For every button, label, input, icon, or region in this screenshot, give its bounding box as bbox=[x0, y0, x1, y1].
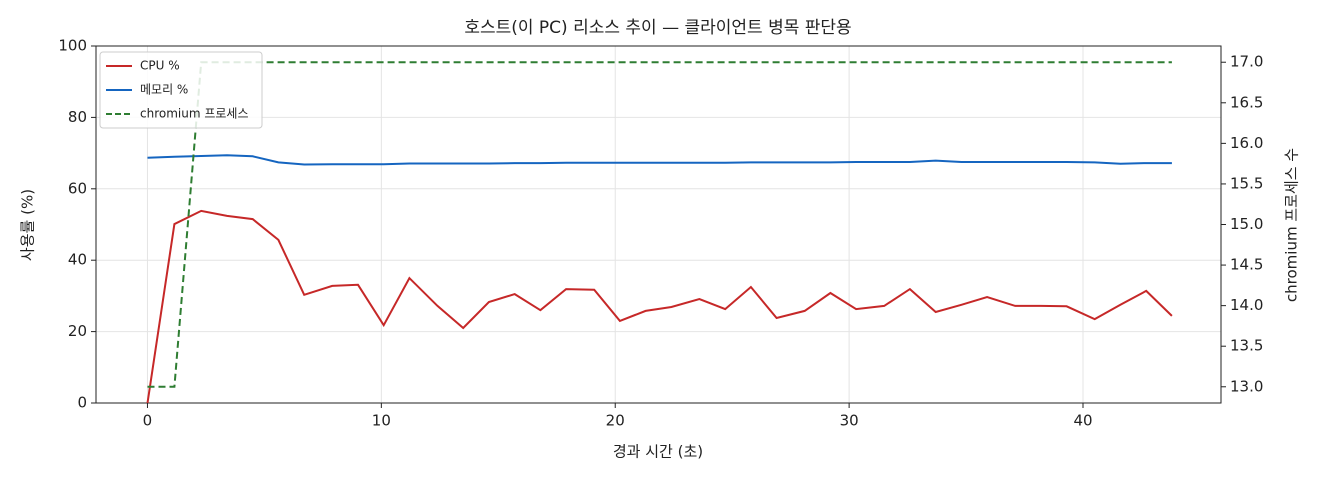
y2-tick-label: 16.5 bbox=[1230, 93, 1263, 111]
y2-tick-label: 14.5 bbox=[1230, 256, 1263, 274]
y2-tick-label: 17.0 bbox=[1230, 53, 1263, 71]
y-tick-label: 80 bbox=[68, 108, 87, 126]
y2-tick-label: 16.0 bbox=[1230, 134, 1263, 152]
y2-tick-label: 13.5 bbox=[1230, 337, 1263, 355]
y2-tick-label: 13.0 bbox=[1230, 377, 1263, 395]
legend-label: chromium 프로세스 bbox=[140, 107, 249, 121]
y-tick-label: 60 bbox=[68, 179, 87, 197]
legend-label: 메모리 % bbox=[140, 83, 188, 97]
x-tick-label: 0 bbox=[143, 412, 153, 430]
y2-tick-label: 15.5 bbox=[1230, 174, 1263, 192]
legend-box bbox=[99, 51, 263, 129]
series-line bbox=[146, 209, 1173, 404]
chart-title: 호스트(이 PC) 리소스 추이 — 클라이언트 병목 판단용 bbox=[464, 18, 851, 38]
x-tick-label: 10 bbox=[372, 412, 391, 430]
x-tick-label: 30 bbox=[840, 412, 859, 430]
x-tick-label: 40 bbox=[1073, 412, 1092, 430]
legend: CPU % 메모리 % chromium 프로세스 bbox=[99, 51, 263, 129]
y-axis-label: 사용률 (%) bbox=[19, 189, 37, 261]
y-tick-label: 0 bbox=[77, 394, 87, 412]
y-tick-label: 40 bbox=[68, 251, 87, 269]
x-axis-label: 경과 시간 (초) bbox=[613, 443, 703, 461]
x-tick-label: 20 bbox=[606, 412, 625, 430]
y2-axis-label: chromium 프로세스 수 bbox=[1283, 148, 1301, 302]
y-tick-label: 20 bbox=[68, 322, 87, 340]
y-tick-label: 100 bbox=[58, 37, 87, 55]
legend-label: CPU % bbox=[140, 59, 180, 73]
plot-frame bbox=[95, 45, 1222, 404]
series-line bbox=[147, 61, 1172, 388]
y2-tick-label: 15.0 bbox=[1230, 215, 1263, 233]
y2-tick-label: 14.0 bbox=[1230, 296, 1263, 314]
series-line bbox=[147, 154, 1172, 166]
